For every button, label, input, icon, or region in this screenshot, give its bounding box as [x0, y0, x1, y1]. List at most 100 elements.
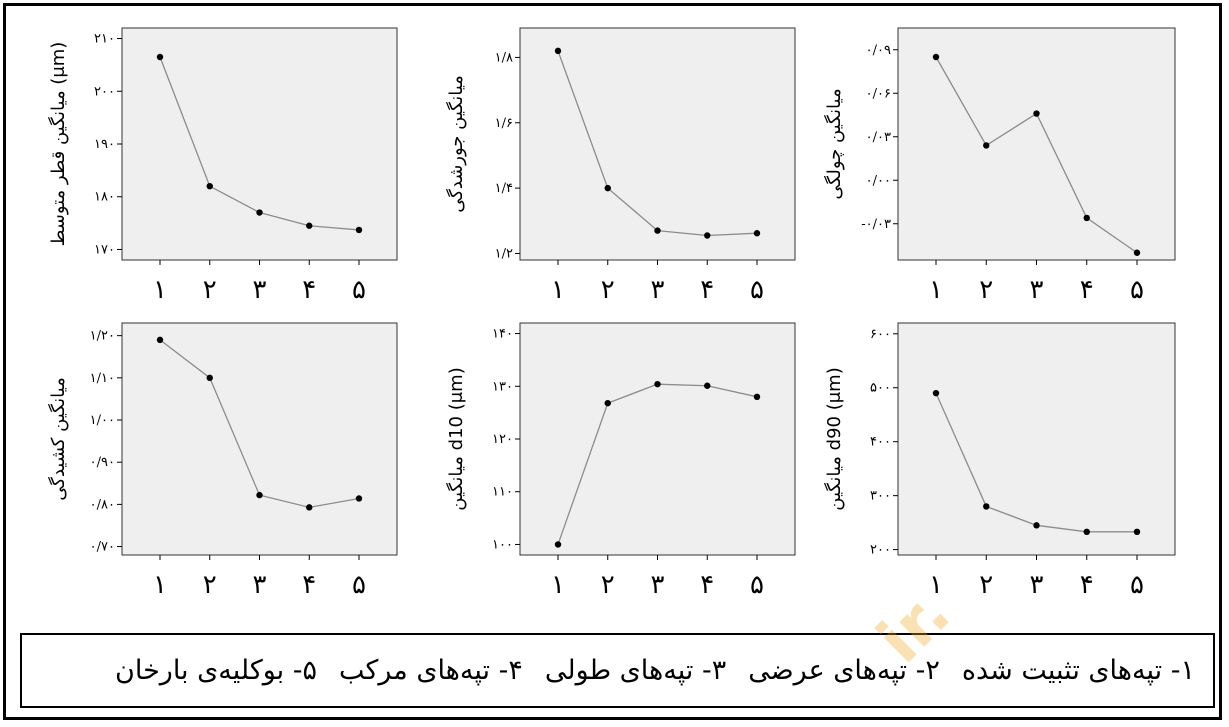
- data-point: [306, 222, 313, 229]
- y-tick-label: ۰/۹۰: [90, 455, 115, 470]
- data-point: [704, 232, 711, 239]
- y-tick-label: ۱۳۰: [492, 379, 513, 394]
- legend-item-3: ۳- تپه‌های طولی: [544, 655, 727, 686]
- data-point: [1133, 528, 1141, 535]
- x-tick-label: ۴: [1080, 275, 1094, 305]
- x-tick-label: ۱: [153, 570, 167, 600]
- y-tick-label: ۱۰۰: [492, 537, 513, 552]
- data-point: [206, 374, 213, 382]
- chart-panel-2: ۱/۸ ۱/۶ ۱/۴ ۱/۲ ۱ ۲ ۳ ۴ ۵ میانگین جورشدگی: [445, 27, 796, 305]
- x-tick-label: ۱: [929, 275, 943, 305]
- y-tick-label: ۳۰۰: [870, 489, 891, 504]
- x-tick-label: ۵: [750, 570, 764, 600]
- data-point: [604, 399, 611, 407]
- data-point: [983, 142, 990, 149]
- x-tick-label: ۲: [979, 570, 993, 600]
- y-tick-label: ۱۱۰: [492, 485, 513, 500]
- x-tick-label: ۲: [203, 275, 217, 305]
- data-point: [206, 182, 213, 190]
- y-tick-label: ۲۰۰: [870, 543, 891, 558]
- data-point: [654, 380, 661, 388]
- x-tick-label: ۳: [1030, 570, 1044, 600]
- data-point: [156, 53, 164, 61]
- y-tick-label: ۴۰۰: [870, 435, 891, 450]
- x-tick-label: ۳: [253, 570, 267, 600]
- legend-box: ۱- تپه‌های تثبیت شده ۲- تپه‌های عرضی ۳- …: [20, 633, 1215, 708]
- data-point: [1033, 522, 1040, 529]
- x-tick-label: ۵: [352, 570, 366, 600]
- data-point: [1083, 214, 1090, 222]
- y-tick-label: -۰/۰۳: [861, 217, 891, 232]
- chart-panel-3: ۰/۰۹ ۰/۰۶ ۰/۰۳ ۰/۰۰ -۰/۰۳ ۱ ۲ ۳ ۴ ۵ میانگین چولگی: [823, 27, 1176, 305]
- x-tick-label: ۲: [203, 570, 217, 600]
- data-point: [256, 209, 263, 216]
- data-point: [932, 389, 940, 397]
- y-tick-label: ۱۴۰: [492, 327, 513, 342]
- y-tick-label: ۱/۱۰: [90, 371, 115, 386]
- x-tick-label: ۱: [929, 570, 943, 600]
- data-point: [704, 382, 711, 389]
- y-tick-label: ۰/۰۹: [866, 43, 891, 58]
- y-axis-label: میانگین کشیدگی: [47, 377, 69, 500]
- charts-canvas: ۲۱۰ ۲۰۰ ۱۹۰ ۱۸۰ ۱۷۰ ۱ ۲ ۳ ۴ ۵ میانگین قطر متوسط (μ…: [47, 27, 1176, 600]
- x-tick-label: ۲: [601, 275, 615, 305]
- plot-area: [121, 322, 398, 556]
- y-tick-label: ۱/۲: [495, 246, 513, 261]
- plot-area: [519, 322, 796, 556]
- data-point: [604, 184, 611, 192]
- x-tick-label: ۳: [253, 275, 267, 305]
- y-tick-label: ۶۰۰: [870, 327, 891, 342]
- x-tick-label: ۲: [601, 570, 615, 600]
- x-tick-label: ۵: [352, 275, 366, 305]
- chart-panel-1: ۲۱۰ ۲۰۰ ۱۹۰ ۱۸۰ ۱۷۰ ۱ ۲ ۳ ۴ ۵ میانگین قطر متوسط (μ…: [47, 27, 398, 305]
- x-tick-label: ۴: [1080, 570, 1094, 600]
- data-point: [554, 541, 562, 548]
- plot-area: [897, 27, 1176, 261]
- data-point: [1033, 110, 1040, 117]
- x-tick-label: ۱: [551, 275, 565, 305]
- x-tick-label: ۵: [750, 275, 764, 305]
- data-point: [554, 47, 562, 55]
- y-tick-label: ۱۹۰: [94, 137, 115, 152]
- data-point: [932, 53, 940, 61]
- y-tick-label: ۱۸۰: [94, 190, 115, 205]
- x-tick-label: ۴: [700, 570, 714, 600]
- y-tick-label: ۰/۸۰: [90, 497, 115, 512]
- y-tick-label: ۰/۰۳: [866, 130, 891, 145]
- x-tick-label: ۳: [1030, 275, 1044, 305]
- y-axis-label: میانگین d90 (μm): [823, 367, 845, 510]
- data-point: [983, 503, 990, 510]
- x-tick-label: ۲: [979, 275, 993, 305]
- x-tick-label: ۴: [302, 275, 316, 305]
- data-point: [306, 504, 313, 511]
- data-point: [654, 227, 661, 234]
- x-tick-label: ۱: [153, 275, 167, 305]
- x-tick-label: ۱: [551, 570, 565, 600]
- x-tick-label: ۳: [651, 275, 665, 305]
- plot-area: [897, 322, 1176, 556]
- y-axis-label: میانگین چولگی: [823, 88, 845, 199]
- chart-panel-5: ۱۴۰ ۱۳۰ ۱۲۰ ۱۱۰ ۱۰۰ ۱ ۲ ۳ ۴ ۵ میانگین d10 (μm): [445, 322, 796, 600]
- x-tick-label: ۴: [302, 570, 316, 600]
- x-tick-label: ۵: [1130, 570, 1144, 600]
- y-tick-label: ۱/۶: [495, 116, 513, 131]
- y-axis-label: میانگین جورشدگی: [445, 75, 467, 213]
- data-point: [355, 226, 363, 234]
- y-tick-label: ۲۱۰: [94, 32, 115, 47]
- legend-item-5: ۵- بوکلیه‌ی بارخان: [115, 655, 318, 686]
- y-tick-label: ۱۲۰: [492, 432, 513, 447]
- y-axis-label: میانگین d10 (μm): [445, 367, 467, 510]
- x-tick-label: ۳: [651, 570, 665, 600]
- data-point: [156, 336, 164, 344]
- legend-item-4: ۴- تپه‌های مرکب: [339, 655, 523, 686]
- y-tick-label: ۰/۰۰: [866, 173, 891, 188]
- y-tick-label: ۱/۸: [495, 50, 513, 65]
- plot-area: [121, 27, 398, 261]
- y-axis-label: میانگین قطر متوسط (μm): [47, 42, 69, 247]
- y-tick-label: ۱/۲۰: [90, 329, 115, 344]
- data-point: [1083, 528, 1090, 535]
- y-tick-label: ۱/۴: [495, 181, 513, 196]
- y-tick-label: ۰/۷۰: [90, 540, 115, 555]
- y-tick-label: ۲۰۰: [94, 84, 115, 99]
- x-tick-label: ۵: [1130, 275, 1144, 305]
